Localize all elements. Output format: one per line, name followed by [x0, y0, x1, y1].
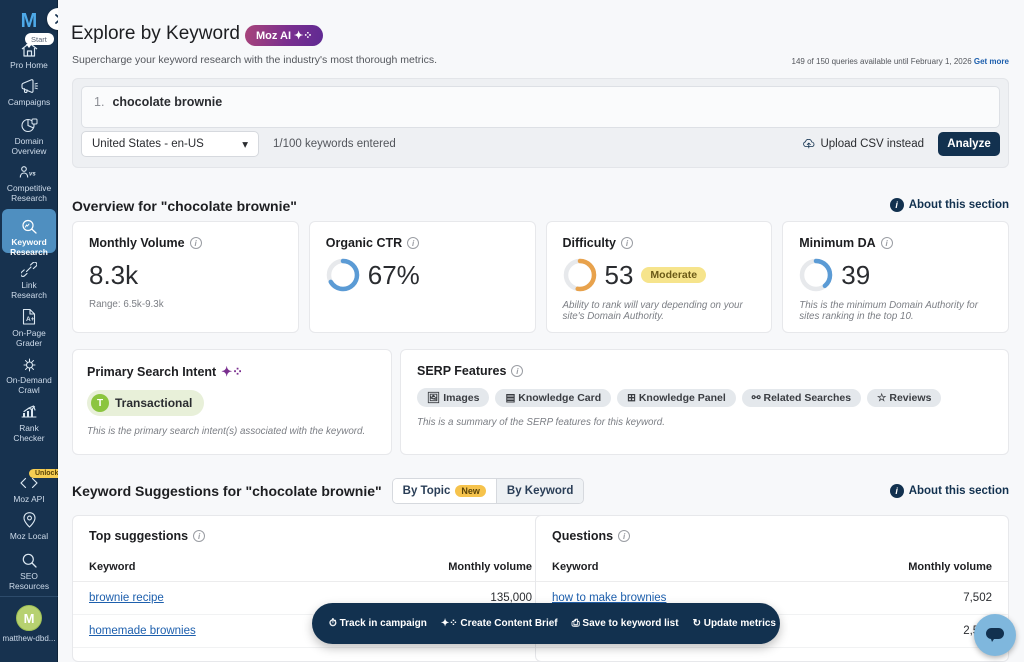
svg-text:A+: A+: [26, 316, 35, 323]
svg-text:vs: vs: [29, 171, 36, 177]
svg-text:M: M: [21, 10, 38, 32]
